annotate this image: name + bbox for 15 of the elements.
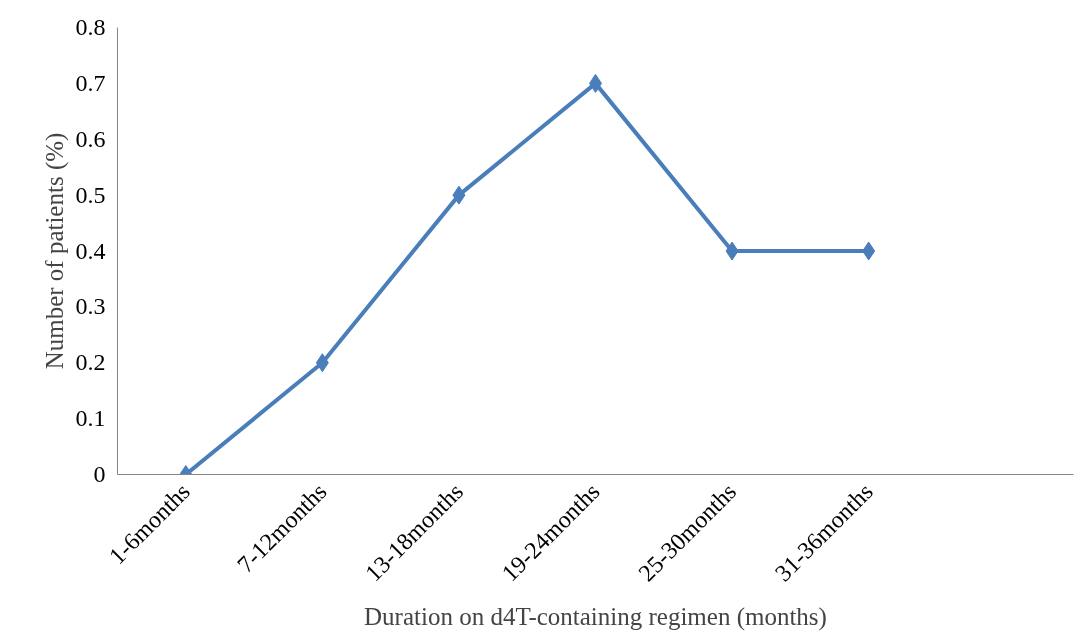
y-tick-label: 0.4 — [75, 237, 106, 264]
y-tick-label: 0.1 — [75, 405, 106, 432]
y-tick-label: 0.5 — [75, 181, 106, 208]
point — [725, 241, 739, 261]
y-tick-label: 0.3 — [75, 293, 106, 320]
x-axis-title: Duration on d4T-containing regimen (months) — [364, 603, 827, 632]
y-tick-label: 0 — [93, 461, 106, 487]
point — [862, 241, 876, 261]
y-tick-label: 0.8 — [75, 14, 106, 40]
y-tick-label: 0.2 — [75, 349, 106, 376]
y-tick-label: 0.6 — [75, 125, 106, 152]
y-axis-title: Number of patients (%) — [40, 132, 69, 370]
point — [452, 185, 466, 205]
point — [315, 353, 329, 373]
y-tick-label: 0.7 — [75, 69, 106, 96]
